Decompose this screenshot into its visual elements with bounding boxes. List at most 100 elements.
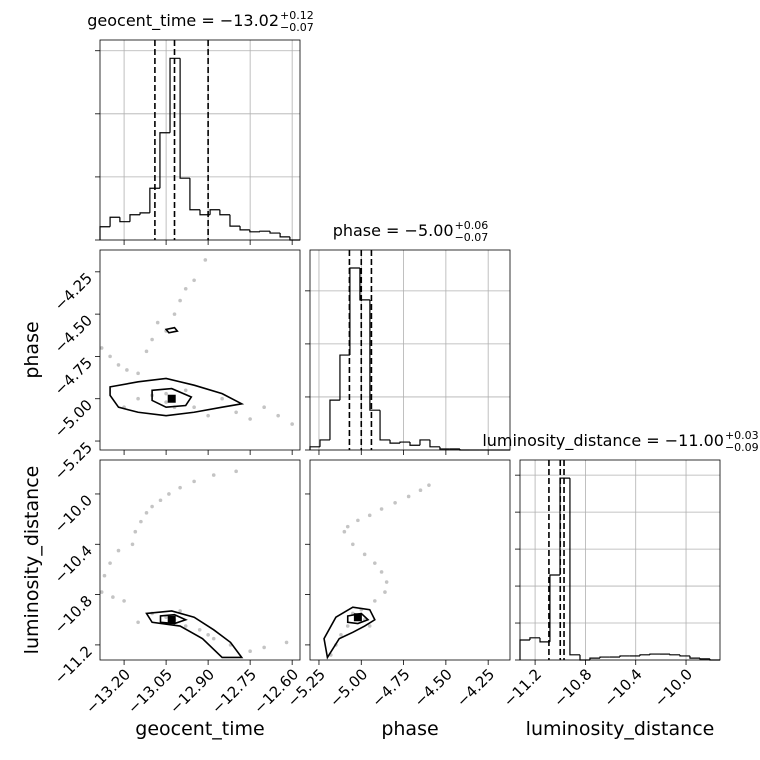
panel-frame [519,459,721,661]
histogram-step [399,441,410,444]
y-tick-label: −10.0 [51,491,96,536]
sample-point [339,633,343,637]
y-tick-label: −4.75 [51,354,96,399]
histogram-step [189,178,200,211]
sample-point [383,590,387,594]
sample-point [178,609,182,613]
sample-point [172,312,177,316]
histogram-step [159,132,171,189]
title-upper: +0.06 [455,219,489,232]
sample-point [133,529,138,534]
sample-point [150,504,154,509]
histogram-step [309,446,320,450]
sample-point [164,391,168,396]
axis-label: phase [381,718,438,740]
x-tick-label: −11.2 [500,665,545,710]
x-tick-label: −4.25 [453,665,498,710]
panel-frame [99,459,301,661]
histogram-step [139,212,150,215]
histogram-step [639,654,650,656]
sample-point [183,286,188,291]
sample-point [379,507,384,511]
sample-point [211,473,216,477]
x-tick-label: −10.4 [601,665,646,710]
sample-point [373,599,377,603]
histogram-step [369,299,381,411]
histogram-step [129,214,141,222]
sample-point [164,400,168,404]
sample-point [108,561,112,565]
x-tick-label: −4.75 [368,665,413,710]
histogram-step [269,231,281,234]
sample-point [122,599,126,603]
histogram-step [219,209,230,216]
sample-point [136,396,140,401]
histogram-step [559,477,570,575]
axis-label: geocent_time [135,718,264,740]
y-tick-label: −4.25 [51,269,96,314]
histogram-step [589,657,600,660]
sample-point [284,640,289,645]
histogram-step [419,439,430,446]
histogram-step [329,399,340,440]
sample-point [373,561,377,565]
panel-frame [309,249,511,451]
histogram-step [519,639,530,660]
panel-frame [99,39,301,241]
sample-point [108,354,112,359]
histogram-step [529,637,540,641]
density-contour [346,612,370,625]
sample-point [276,413,280,418]
sample-point [192,405,196,409]
panel-title: geocent_time = −13.02 [87,11,279,31]
axis-label: luminosity_distance [526,718,715,740]
density-contour [109,377,245,417]
histogram-step [689,655,700,659]
sample-point [206,413,210,418]
histogram-step [669,654,680,656]
histogram-step [439,446,450,450]
x-tick-label: −12.90 [166,665,218,717]
histogram-step [279,233,290,238]
density-peak [353,613,362,622]
sample-point [379,570,384,574]
density-contour [164,326,179,334]
sample-point [167,492,171,496]
sample-point [178,298,182,303]
histogram-step [149,187,160,213]
histogram-step [619,655,630,658]
panel-frame [309,459,511,661]
sample-point [206,633,210,637]
sample-point [130,542,135,547]
histogram-step [109,216,120,227]
histogram-step [539,637,550,643]
density-peak [167,615,176,624]
sample-point [345,624,350,628]
histogram-step [119,217,130,223]
y-tick-label: −10.4 [51,542,96,587]
histogram-step [389,439,401,444]
y-tick-label: −5.25 [51,438,96,483]
sample-point [427,483,431,487]
sample-point [220,396,224,401]
histogram-step [289,236,300,241]
x-tick-label: −13.20 [82,665,134,717]
histogram-step [209,209,220,215]
sample-point [345,524,350,529]
sample-point [262,405,266,409]
sample-point [102,573,107,578]
sample-point [393,500,397,505]
sample-point [351,542,355,547]
sample-point [203,258,208,262]
title-upper: +0.12 [280,9,314,22]
title-lower: −0.07 [455,231,489,244]
sample-point [178,485,182,490]
sample-point [248,417,252,421]
x-tick-label: −10.8 [550,665,595,710]
panel-frame [99,249,301,451]
y-tick-label: −5.00 [51,396,96,441]
sample-point [116,363,121,367]
sample-point [136,371,140,376]
